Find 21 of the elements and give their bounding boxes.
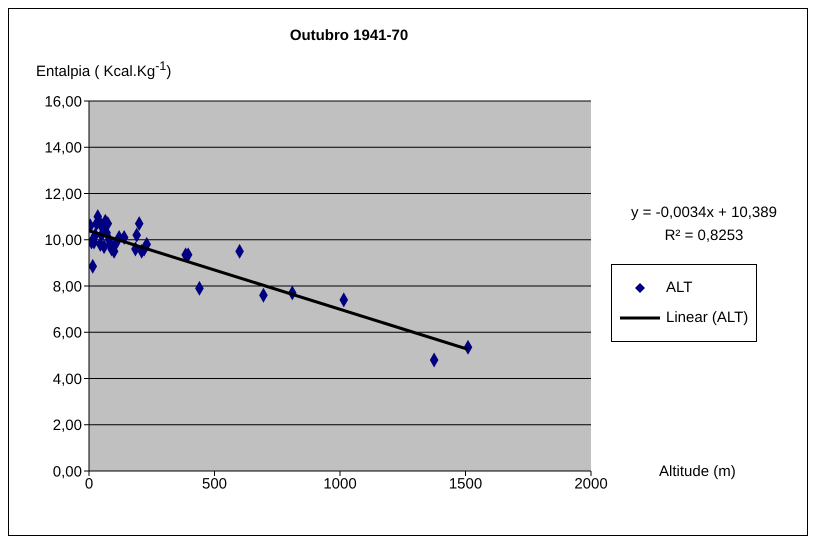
x-tick-label: 500 <box>202 476 228 493</box>
legend-label: ALT <box>666 278 692 298</box>
y-tick-label: 6,00 <box>52 324 82 342</box>
y-tick-label: 16,00 <box>44 93 82 110</box>
x-tick-label: 1000 <box>323 476 357 493</box>
text: R² = 0,8253 <box>664 226 744 246</box>
y-tick-label: 8,00 <box>52 278 82 296</box>
y-tick-label: 14,00 <box>44 140 82 157</box>
legend-label: Linear (ALT) <box>666 308 748 328</box>
chart-title: Outubro 1941-70 <box>288 27 410 44</box>
x-axis-title: Altitude (m) <box>659 463 736 480</box>
y-axis-title: Entalpia ( Kcal.Kg$^{-1}$) <box>36 59 172 80</box>
x-tick-label: 0 <box>84 476 94 493</box>
y-tick-label: 0,00 <box>52 463 82 480</box>
y-tick-label: 12,00 <box>44 186 82 203</box>
y-tick-label: 2,00 <box>52 417 82 434</box>
text: y = -0,0034x + 10,389 <box>630 203 778 223</box>
y-tick-label: 10,00 <box>44 232 82 250</box>
y-tick-label: 4,00 <box>52 370 82 388</box>
x-tick-label: 1500 <box>448 476 482 493</box>
x-tick-label: 2000 <box>574 476 608 493</box>
